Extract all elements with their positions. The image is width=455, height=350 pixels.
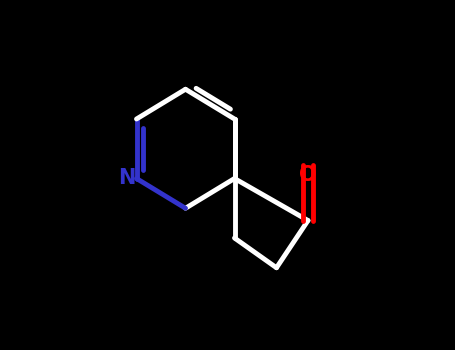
Text: N: N [118,168,136,189]
Text: O: O [299,165,317,185]
